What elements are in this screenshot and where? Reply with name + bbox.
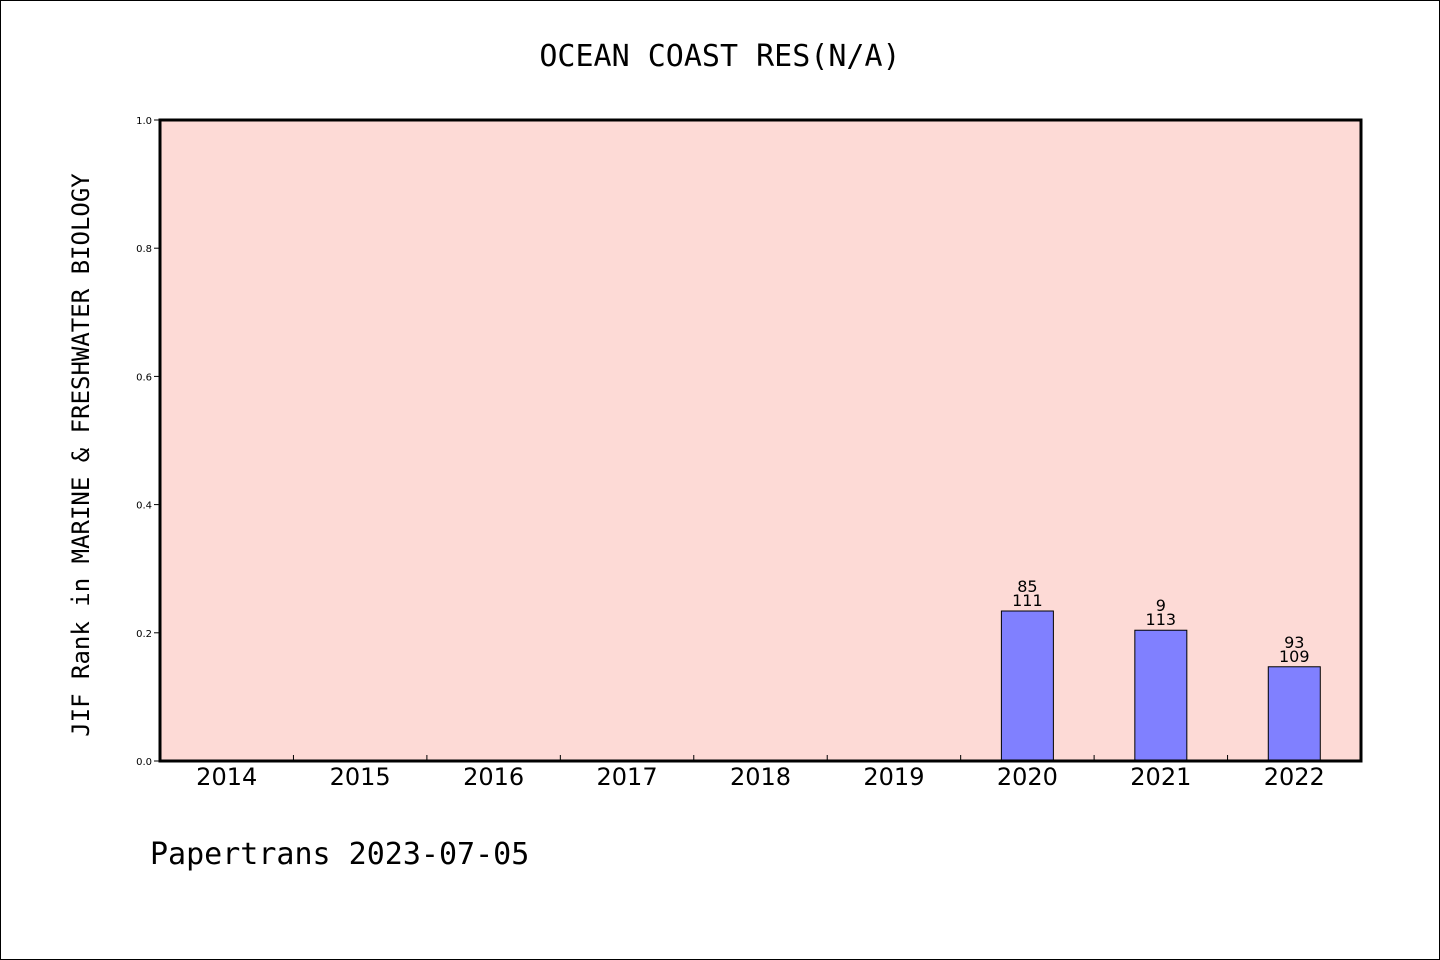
- y-tick-label: 0.2: [136, 629, 152, 640]
- x-tick-label: 2016: [463, 763, 524, 791]
- y-tick-label: 1.0: [136, 116, 152, 127]
- x-tick-label: 2022: [1264, 763, 1325, 791]
- x-tick-label: 2021: [1130, 763, 1191, 791]
- y-tick-label: 0.4: [136, 501, 152, 512]
- plot-border: [158, 118, 1363, 763]
- ticks-layer: 0.0 0.2 0.4 0.6 0.8 1.0 2014 2015 2016 2017 2018 20…: [136, 116, 1325, 791]
- x-tick-label: 2017: [597, 763, 658, 791]
- bar-total-label: 113: [1146, 610, 1177, 629]
- x-tick-label: 2018: [730, 763, 791, 791]
- y-tick-label: 0.8: [136, 244, 152, 255]
- footer-text: Papertrans 2023-07-05: [150, 837, 529, 872]
- bar-rank-label: 85: [1017, 577, 1037, 596]
- x-tick-label: 2020: [997, 763, 1058, 791]
- bar-2020: [1000, 610, 1054, 762]
- chart-title: OCEAN COAST RES(N/A): [539, 39, 900, 74]
- x-tick-label: 2015: [330, 763, 391, 791]
- x-tick-label: 2019: [863, 763, 924, 791]
- x-tick-label: 2014: [196, 763, 257, 791]
- bar-total-label: 109: [1279, 647, 1310, 666]
- bar-total-label: 111: [1012, 591, 1043, 610]
- bar-2021: [1134, 629, 1188, 762]
- y-tick-label: 0.0: [136, 757, 152, 768]
- y-axis-label: JIF Rank in MARINE & FRESHWATER BIOLOGY: [67, 173, 95, 737]
- y-tick-label: 0.6: [136, 372, 152, 383]
- bar-2022: [1267, 666, 1321, 762]
- bar-rank-label: 9: [1156, 596, 1166, 615]
- bar-rank-label: 93: [1284, 633, 1304, 652]
